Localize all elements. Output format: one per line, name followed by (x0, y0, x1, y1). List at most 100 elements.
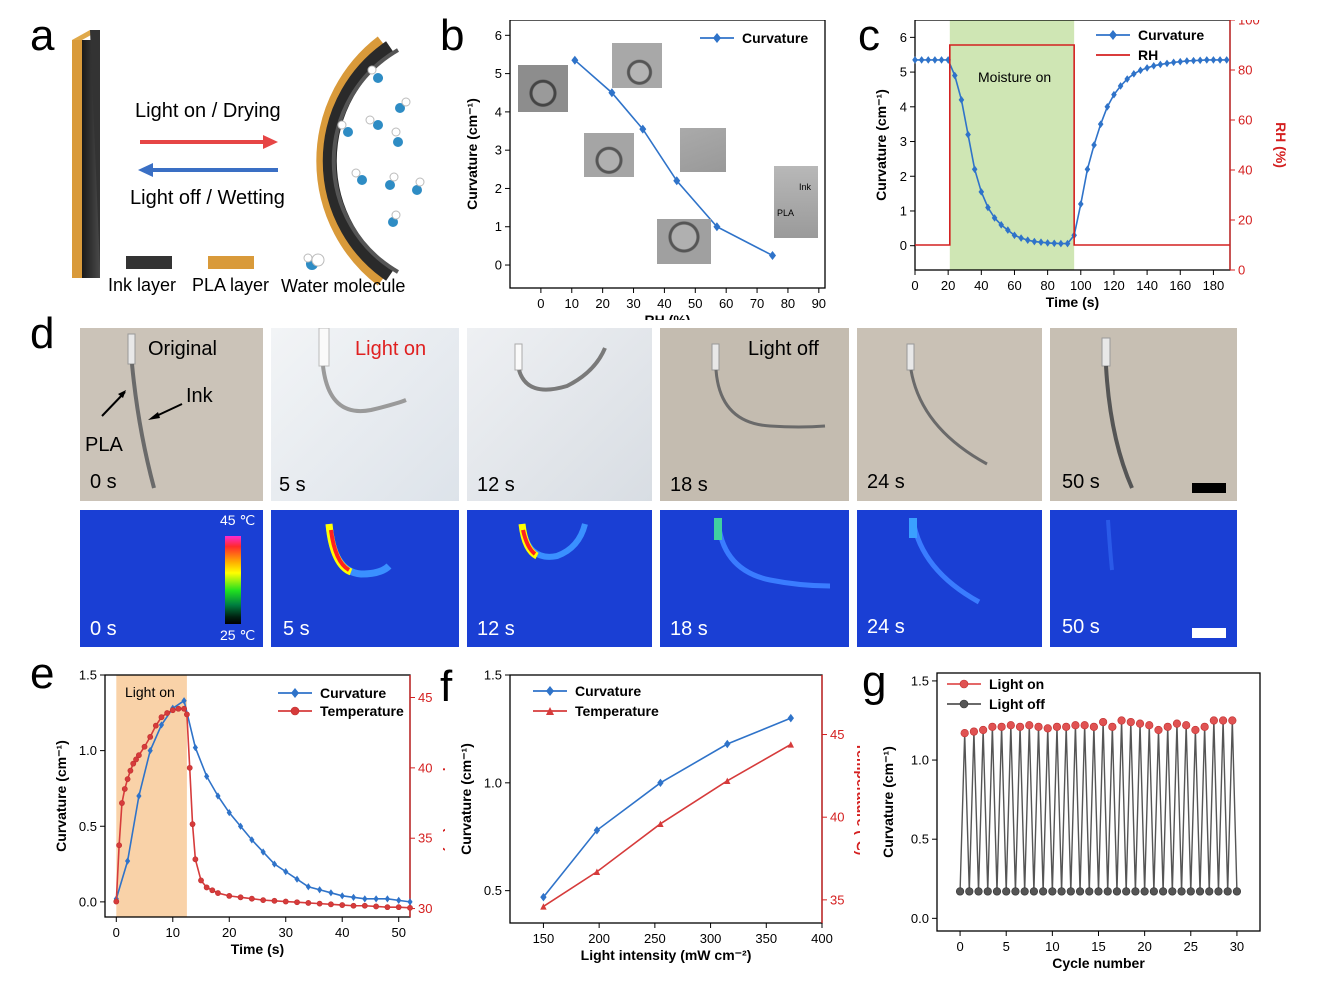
data-point-temperature (724, 777, 731, 785)
data-point-light-on (1163, 722, 1172, 731)
x-tick-label: 250 (644, 931, 666, 946)
legend-marker (546, 707, 554, 715)
arrow-top-label: Light on / Drying (135, 100, 281, 122)
strip-50s (1101, 337, 1226, 493)
inset-ink-label: Ink (799, 182, 812, 192)
strip-24s (906, 343, 988, 466)
data-point-temperature (169, 707, 176, 714)
data-point-temperature (181, 705, 187, 712)
data-point-curvature (925, 56, 932, 64)
y-tick-label: 2 (900, 169, 907, 184)
data-point-temperature (593, 868, 601, 875)
legend-label: Temperature (320, 703, 404, 719)
data-point-curvature (1210, 56, 1217, 64)
data-point-temperature (164, 710, 171, 716)
data-point-light-on (1034, 722, 1043, 731)
data-point-curvature (713, 222, 721, 232)
data-point-temperature (361, 902, 368, 909)
data-point-curvature (305, 883, 311, 891)
y-tick-label: 6 (495, 28, 502, 43)
data-point-curvature (998, 221, 1005, 229)
data-point-temperature (282, 898, 289, 905)
x-tick-label: 200 (588, 931, 610, 946)
x-tick-label: 10 (565, 296, 579, 311)
data-point-temperature (540, 903, 547, 910)
caption-light-on: Light on (355, 338, 427, 360)
panel-a-schematic (72, 30, 425, 286)
data-point-temperature (203, 884, 210, 891)
time-top-4: 24 s (867, 471, 905, 493)
legend-pla-label: PLA layer (192, 275, 270, 295)
data-point-temperature (141, 743, 148, 750)
data-point-curvature (1170, 58, 1177, 67)
data-point-curvature (932, 56, 938, 64)
x-axis-label: RH (%) (645, 312, 691, 320)
data-point-temperature (328, 901, 334, 908)
inset-photo-1 (518, 65, 568, 112)
x-tick-label: 0 (113, 925, 120, 940)
y2-tick-label: 45 (830, 727, 844, 742)
data-point-light-on (960, 729, 969, 738)
chart-b: 0 10 20 30 40 50 60 70 80 90 0 1 2 3 4 5 6 RH (%) Curvatur… (464, 20, 826, 320)
time-top-1: 5 s (279, 474, 306, 496)
data-point-curvature (226, 809, 232, 817)
x-tick-label: 25 (1184, 939, 1198, 954)
annot-pla: PLA (85, 434, 123, 456)
time-bottom-3: 18 s (670, 618, 708, 640)
panel-label-d: d (30, 309, 55, 358)
data-point-curvature (147, 747, 153, 755)
data-point-temperature (407, 904, 413, 911)
data-point-temperature (305, 900, 312, 906)
data-point-light-off (1075, 887, 1085, 896)
data-point-temperature (186, 764, 193, 771)
inset-photo-5 (657, 219, 711, 264)
data-point-light-off (1039, 887, 1048, 896)
y-tick-label: 6 (900, 30, 907, 45)
time-bottom-0: 0 s (90, 618, 117, 640)
data-point-light-off (1048, 887, 1057, 896)
strip-12s (514, 343, 607, 392)
y2-axis-label: Temperature (℃) (443, 740, 445, 853)
arrow-light-off (138, 163, 278, 177)
data-point-temperature (657, 820, 664, 827)
data-point-temperature (133, 756, 139, 763)
data-point-curvature (1077, 200, 1084, 208)
y-tick-label: 0.0 (79, 894, 97, 909)
data-point-curvature (1005, 226, 1011, 234)
panel-label-a: a (30, 11, 55, 60)
thermal-strip-18s (714, 518, 831, 589)
x-tick-label: 20 (941, 278, 955, 293)
data-point-temperature (271, 897, 278, 904)
data-point-curvature (1177, 57, 1184, 66)
data-point-light-off (1131, 887, 1140, 896)
data-point-curvature (215, 792, 221, 800)
y2-tick-label: 40 (1238, 163, 1252, 178)
data-point-curvature (1150, 62, 1157, 70)
photo-top-0: Original Ink PLA 0 s (80, 328, 263, 501)
x-tick-label: 20 (222, 925, 236, 940)
inset-photo-3 (584, 133, 634, 177)
data-point-light-off (992, 887, 1002, 896)
y-tick-label: 0.5 (911, 832, 929, 847)
data-point-temperature (135, 752, 142, 759)
thermal-1: 5 s (271, 510, 459, 647)
data-point-light-off (1205, 887, 1214, 896)
data-point-curvature (639, 124, 647, 134)
data-point-temperature (189, 821, 196, 828)
x-tick-label: 10 (1045, 939, 1059, 954)
data-point-temperature (152, 722, 159, 729)
data-point-temperature (215, 890, 221, 896)
time-bottom-5: 50 s (1062, 616, 1100, 638)
data-point-curvature (571, 55, 579, 65)
x-tick-label: 300 (700, 931, 722, 946)
data-point-curvature (608, 88, 616, 98)
y2-tick-label: 60 (1238, 113, 1252, 128)
data-point-temperature (113, 898, 120, 905)
legend-label: RH (1138, 47, 1158, 63)
time-bottom-4: 24 s (867, 616, 905, 638)
x-tick-label: 400 (811, 931, 833, 946)
y-tick-label: 1 (495, 219, 502, 234)
y-tick-label: 0 (495, 258, 502, 273)
data-point-curvature (1203, 56, 1210, 64)
strip-18s (711, 343, 826, 429)
